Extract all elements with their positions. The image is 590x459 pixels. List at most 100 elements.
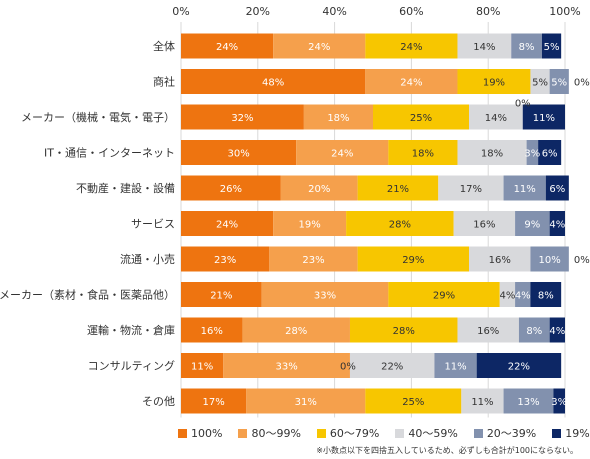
- data-label: 24%: [400, 78, 422, 89]
- data-label: 9%: [524, 220, 540, 231]
- bar-segment: [365, 388, 462, 414]
- category-label: その他: [142, 395, 175, 408]
- data-label: 0%: [340, 362, 356, 373]
- bar-segment: [499, 282, 516, 307]
- data-label: 16%: [201, 326, 223, 337]
- bar-segment: [461, 388, 504, 414]
- bar-segment: [538, 140, 562, 165]
- data-label: 5%: [532, 78, 548, 89]
- data-label: 5%: [544, 42, 560, 53]
- bar-segment: [530, 246, 569, 272]
- data-label: 23%: [302, 255, 324, 266]
- bar-segment: [549, 211, 565, 236]
- data-label: 5%: [551, 78, 567, 89]
- bar-segment: [296, 140, 389, 165]
- data-label: 29%: [433, 291, 455, 302]
- data-label: 16%: [473, 220, 495, 231]
- bar-segment: [373, 104, 469, 130]
- bar-segment: [181, 211, 274, 236]
- bar-segment: [273, 33, 366, 59]
- data-label: 48%: [262, 78, 284, 89]
- data-label: 25%: [402, 397, 424, 408]
- data-label: 18%: [412, 149, 434, 160]
- data-label: 16%: [477, 326, 499, 337]
- bar-segment: [457, 69, 531, 94]
- legend-label: 40〜59%: [408, 427, 458, 440]
- data-label: 33%: [275, 362, 297, 373]
- data-label: 28%: [393, 326, 415, 337]
- bar-segment: [530, 69, 550, 94]
- data-label: 24%: [400, 42, 422, 53]
- data-label: 4%: [549, 220, 565, 231]
- bar-segment: [518, 317, 550, 343]
- data-label: 11%: [533, 113, 555, 124]
- bar-segment: [453, 211, 516, 236]
- bar-segment: [469, 246, 531, 272]
- bar-segment: [181, 246, 270, 272]
- data-label: 4%: [499, 291, 515, 302]
- data-label: 0%: [574, 78, 590, 89]
- x-axis-ticks: 0% 20% 40% 60% 80% 100%: [172, 5, 580, 18]
- legend: 100% 80〜99% 60〜79% 40〜59% 20〜39% 19%以下: [178, 425, 590, 441]
- data-label: 24%: [308, 42, 330, 53]
- bar-segment: [357, 246, 469, 272]
- bar-segment: [549, 69, 569, 94]
- data-label: 22%: [381, 362, 403, 373]
- data-label: 3%: [551, 397, 567, 408]
- data-label: 6%: [542, 149, 558, 160]
- data-label: 19%: [483, 78, 505, 89]
- legend-label: 100%: [191, 426, 223, 440]
- bar-segment: [181, 175, 281, 201]
- data-label: 13%: [517, 397, 539, 408]
- bar-segment: [269, 246, 358, 272]
- x-tick-label: 20%: [246, 5, 270, 18]
- data-label: 30%: [227, 149, 249, 160]
- data-labels: 24% 24% 24% 14% 8% 5%48% 24% 19% 5% 5% 0%32% 18% 25%…: [191, 42, 590, 408]
- data-label: 33%: [314, 291, 336, 302]
- data-label: 6%: [549, 184, 565, 195]
- bar-segment: [303, 104, 373, 130]
- data-label: 25%: [410, 113, 432, 124]
- data-label: 3%: [524, 149, 540, 160]
- x-tick-label: 60%: [399, 5, 423, 18]
- bar-segment: [181, 104, 304, 130]
- bar-segment: [388, 282, 500, 307]
- data-label: 8%: [538, 291, 554, 302]
- bar-segment: [365, 33, 458, 59]
- bar-segment: [541, 33, 562, 59]
- data-label: 23%: [214, 255, 236, 266]
- legend-swatch: [473, 428, 483, 438]
- legend-swatch: [238, 428, 248, 438]
- data-label: 0%: [574, 255, 590, 266]
- data-label: 16%: [489, 255, 511, 266]
- legend-item: 20〜39%: [473, 425, 536, 441]
- data-label: 21%: [387, 184, 409, 195]
- bar-segment: [181, 353, 224, 378]
- data-label: 31%: [295, 397, 317, 408]
- bar-segment: [530, 282, 562, 307]
- bar-segment: [526, 140, 539, 165]
- category-label: メーカー（機械・電気・電子）: [21, 110, 175, 124]
- legend-swatch: [178, 428, 187, 438]
- legend-item: 100%: [178, 425, 222, 441]
- legend-label: 80〜99%: [251, 427, 301, 440]
- bar-segment: [261, 282, 389, 307]
- bar-segment: [457, 317, 519, 343]
- data-label: 29%: [402, 255, 424, 266]
- data-label: 10%: [539, 255, 561, 266]
- legend-item: 80〜99%: [238, 425, 301, 441]
- bar-segment: [511, 33, 542, 59]
- bar-segment: [181, 33, 274, 59]
- data-label: 17%: [460, 184, 482, 195]
- bar-segment: [434, 353, 477, 378]
- legend-label: 60〜79%: [329, 427, 380, 440]
- bar-segment: [242, 317, 350, 343]
- category-label: IT・通信・インターネット: [44, 147, 175, 160]
- data-label: 28%: [389, 220, 411, 231]
- bar-segment: [545, 175, 569, 201]
- bar-segment: [349, 317, 458, 343]
- legend-item: 19%以下: [552, 425, 590, 441]
- data-label: 26%: [220, 184, 242, 195]
